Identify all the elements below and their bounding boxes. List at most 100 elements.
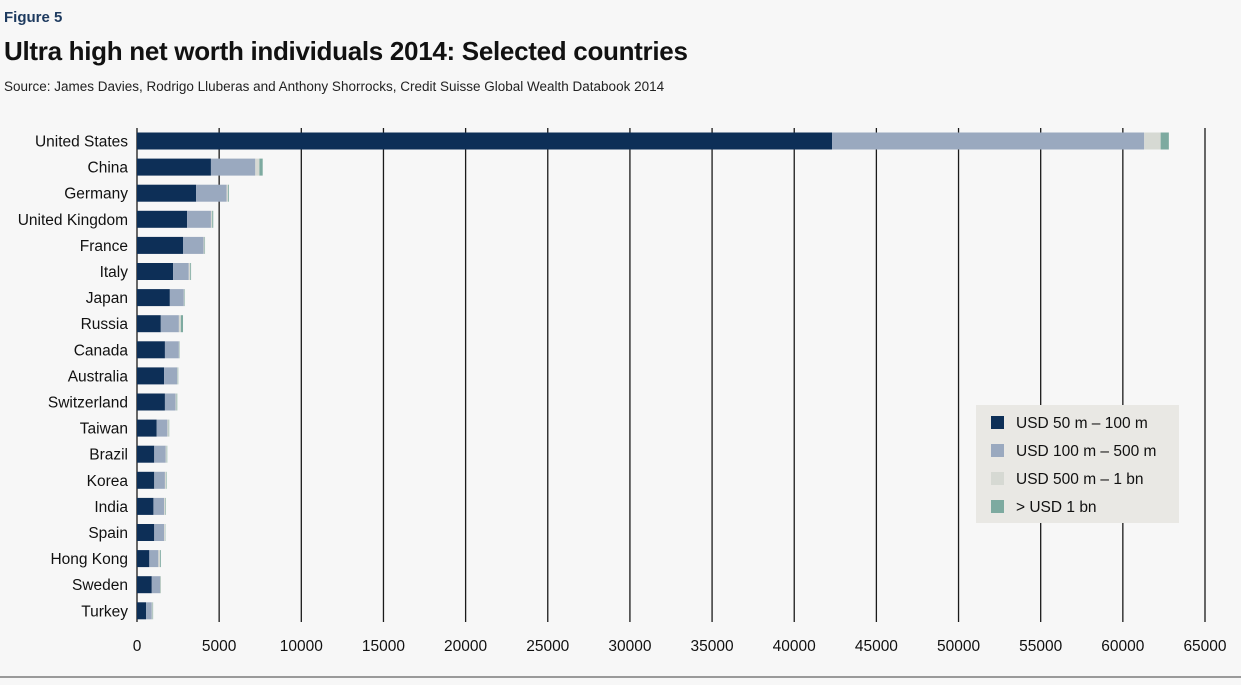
- bar-segment: [137, 184, 197, 202]
- legend-label: > USD 1 bn: [1016, 499, 1097, 516]
- category-label: Spain: [88, 525, 128, 542]
- bar-segment: [165, 445, 167, 463]
- bar-segment: [255, 158, 260, 176]
- category-label: Germany: [64, 186, 128, 203]
- category-label: Korea: [87, 473, 129, 490]
- bar-segment: [259, 158, 263, 176]
- category-label: Turkey: [81, 603, 128, 620]
- bar-segment: [175, 393, 177, 411]
- bar-segment: [151, 576, 161, 594]
- bar-segment: [203, 236, 205, 254]
- legend-swatch: [991, 500, 1004, 513]
- bar-segment: [169, 289, 184, 307]
- bar-segment: [154, 471, 165, 489]
- bar-segment: [832, 132, 1145, 150]
- bar-segment: [137, 419, 157, 437]
- bar-segment: [164, 471, 167, 489]
- x-tick-label: 40000: [773, 638, 816, 655]
- grid-lines: [136, 128, 1206, 622]
- bar-segment: [176, 393, 178, 411]
- bar-segment: [154, 524, 165, 541]
- bar-segment: [1160, 132, 1169, 150]
- bar-segment: [137, 341, 165, 359]
- bar-segment: [158, 550, 161, 568]
- legend-label: USD 100 m – 500 m: [1016, 443, 1156, 460]
- category-label: United States: [35, 134, 128, 151]
- bar-segment: [153, 497, 165, 515]
- x-tick-label: 0: [133, 638, 142, 655]
- bar-segment: [137, 367, 165, 385]
- bar-segment: [190, 263, 192, 280]
- category-label: Canada: [74, 342, 129, 359]
- category-label: Taiwan: [80, 421, 128, 438]
- bar-segment: [137, 471, 155, 489]
- category-label: Brazil: [89, 447, 128, 464]
- bar-segment: [167, 419, 169, 437]
- bar-segment: [137, 289, 170, 307]
- bar-segment: [1144, 132, 1161, 150]
- bar-segment: [183, 236, 204, 254]
- x-tick-label: 5000: [202, 638, 237, 655]
- bar-segment: [137, 132, 833, 150]
- legend-label: USD 50 m – 100 m: [1016, 415, 1148, 432]
- bar-segment: [164, 393, 176, 411]
- legend: USD 50 m – 100 m USD 100 m – 500 m USD 500…: [976, 405, 1179, 523]
- bar-segment: [178, 315, 181, 333]
- legend-swatch: [991, 416, 1004, 429]
- bar-segment: [160, 315, 179, 333]
- bar-segment: [137, 524, 155, 541]
- bottom-rule: [0, 676, 1241, 678]
- bar-segment: [137, 602, 147, 620]
- x-tick-label: 20000: [444, 638, 487, 655]
- x-axis: 0 5000 10000 15000 20000 25000 30000 35000 40000…: [133, 638, 1227, 655]
- category-label: Russia: [81, 316, 129, 333]
- x-tick-label: 35000: [691, 638, 734, 655]
- bar-segment: [137, 445, 155, 463]
- bar-segment: [137, 393, 165, 411]
- bar-segment: [210, 210, 213, 228]
- x-tick-label: 55000: [1019, 638, 1062, 655]
- bar-segment: [154, 445, 166, 463]
- bar-segment: [149, 550, 159, 568]
- source-note: Source: James Davies, Rodrigo Lluberas a…: [4, 79, 665, 94]
- bar-segment: [180, 315, 184, 333]
- bar-segment: [160, 550, 161, 568]
- bar-segment: [137, 263, 174, 280]
- x-tick-label: 65000: [1183, 638, 1226, 655]
- bar-segment: [164, 524, 166, 541]
- bars: [137, 132, 1169, 620]
- legend-label: USD 500 m – 1 bn: [1016, 471, 1144, 488]
- legend-swatch: [991, 472, 1004, 485]
- category-label: India: [94, 499, 128, 516]
- category-labels: United States China Germany United Kingdom F…: [18, 134, 129, 621]
- x-tick-label: 15000: [362, 638, 405, 655]
- category-label: Italy: [100, 264, 129, 281]
- bar-segment: [164, 341, 179, 359]
- legend-swatch: [991, 444, 1004, 457]
- category-label: Japan: [86, 290, 128, 307]
- x-tick-label: 45000: [855, 638, 898, 655]
- category-label: China: [88, 160, 129, 177]
- bar-segment: [137, 550, 150, 568]
- x-tick-label: 60000: [1101, 638, 1144, 655]
- bar-segment: [164, 367, 178, 385]
- bar-segment: [137, 236, 184, 254]
- bar-segment: [188, 263, 191, 280]
- bar-segment: [146, 602, 152, 620]
- bar-segment: [137, 158, 211, 176]
- bar-segment: [137, 210, 188, 228]
- figure-label: Figure 5: [4, 9, 63, 26]
- bar-segment: [212, 210, 214, 228]
- bar-segment: [173, 263, 189, 280]
- bar-segment: [137, 497, 154, 515]
- category-label: Switzerland: [48, 395, 128, 412]
- bar-segment: [210, 158, 256, 176]
- bar-segment: [187, 210, 211, 228]
- bar-segment: [137, 576, 152, 594]
- bar-segment: [156, 419, 168, 437]
- bar-segment: [164, 497, 166, 515]
- bar-segment: [137, 315, 161, 333]
- bar-segment: [151, 602, 153, 620]
- bar-segment: [228, 184, 230, 202]
